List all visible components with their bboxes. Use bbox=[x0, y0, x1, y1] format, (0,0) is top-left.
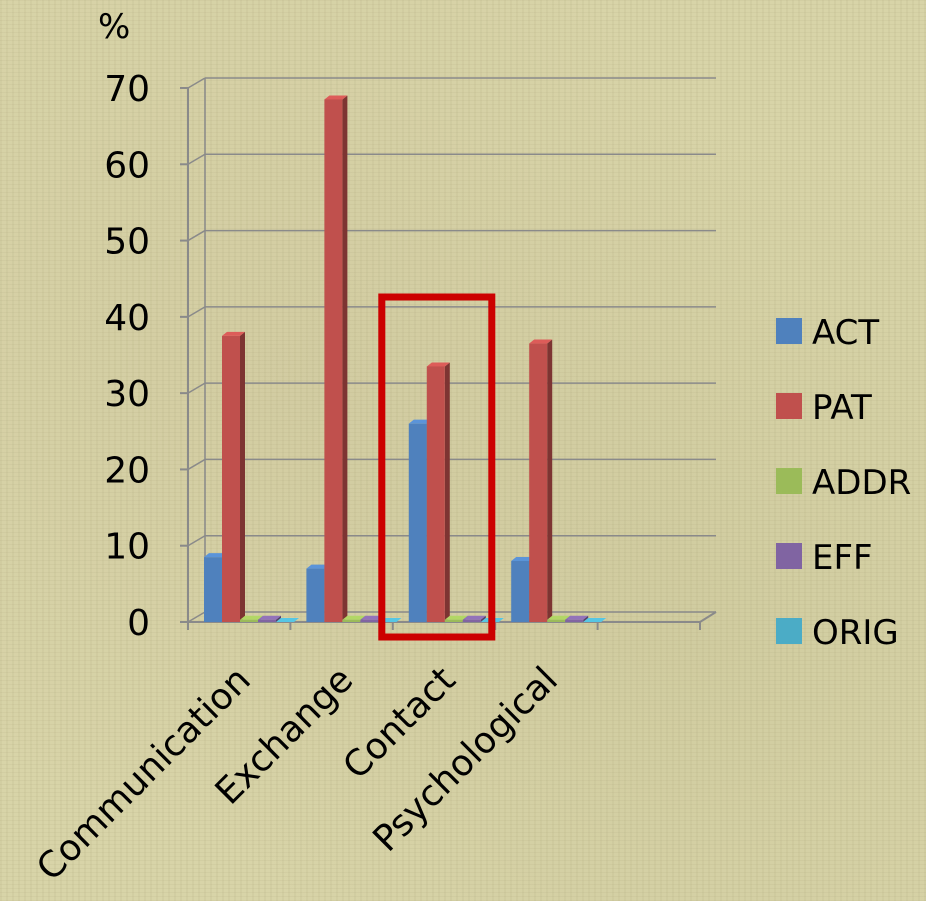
bar-pat-communication bbox=[222, 331, 245, 622]
legend-item-addr: ADDR bbox=[776, 463, 911, 503]
bar-front bbox=[204, 557, 222, 622]
bar-top bbox=[529, 339, 553, 344]
legend-label: ADDR bbox=[812, 463, 911, 503]
y-tick-label: 40 bbox=[104, 298, 150, 339]
legend-label: ORIG bbox=[812, 613, 899, 653]
gridline-side bbox=[187, 77, 206, 89]
bar-top bbox=[222, 331, 245, 336]
bar-top bbox=[511, 556, 535, 561]
bar-top bbox=[583, 618, 607, 622]
gridline-side bbox=[187, 229, 206, 242]
bar-front bbox=[511, 560, 530, 622]
bar-front bbox=[360, 619, 379, 622]
bar-side bbox=[583, 615, 589, 622]
bar-top bbox=[276, 618, 299, 622]
legend-swatch bbox=[776, 468, 802, 494]
highlight-box bbox=[378, 293, 496, 641]
gridline-side bbox=[187, 153, 206, 165]
bar-side bbox=[480, 615, 486, 622]
floor-side-line bbox=[699, 611, 717, 623]
bar-front bbox=[444, 619, 463, 622]
bars bbox=[204, 95, 607, 622]
bar-top bbox=[426, 362, 450, 367]
y-tick-labels: 0 10 20 30 40 50 60 70 bbox=[104, 69, 150, 644]
gridline-side bbox=[187, 611, 206, 623]
bar-front bbox=[426, 366, 445, 622]
bar-top bbox=[204, 553, 227, 558]
bar-top bbox=[547, 615, 571, 620]
legend-swatch bbox=[776, 618, 802, 644]
bar-top bbox=[258, 615, 281, 620]
bar-front bbox=[240, 619, 258, 622]
legend-swatch bbox=[776, 393, 802, 419]
legend-swatch bbox=[776, 318, 802, 344]
legend-item-eff: EFF bbox=[776, 538, 873, 578]
y-tick-label: 30 bbox=[104, 374, 150, 415]
bar-top bbox=[408, 419, 432, 424]
legend-label: ACT bbox=[812, 313, 879, 353]
bar-pat-contact bbox=[426, 362, 450, 622]
bar-top bbox=[324, 95, 348, 100]
legend-item-pat: PAT bbox=[776, 388, 872, 428]
bar-top bbox=[462, 615, 486, 620]
y-axis-unit-label: % bbox=[98, 7, 130, 47]
legend-label: PAT bbox=[812, 388, 872, 428]
bar-pat-psychological bbox=[529, 339, 553, 622]
bar-top bbox=[565, 615, 589, 620]
y-tick-label: 50 bbox=[104, 222, 150, 263]
legend-item-act: ACT bbox=[776, 313, 879, 353]
y-tick-label: 70 bbox=[104, 69, 150, 110]
bar-eff-psychological bbox=[565, 615, 589, 622]
bar-front bbox=[408, 423, 427, 622]
bar-top bbox=[306, 564, 330, 569]
gridline-side bbox=[187, 458, 206, 471]
legend: ACT PAT ADDR EFF ORIG bbox=[776, 313, 911, 653]
bar-front bbox=[342, 619, 361, 622]
gridline-side bbox=[187, 535, 206, 547]
bar-front bbox=[565, 619, 584, 622]
y-tick-label: 0 bbox=[127, 603, 150, 644]
category-label-psychological: Psychological bbox=[365, 659, 565, 859]
bar-top bbox=[360, 615, 384, 620]
y-tick-label: 60 bbox=[104, 145, 150, 186]
highlight-box-group bbox=[378, 293, 496, 641]
bar-side bbox=[240, 331, 245, 622]
bar-front bbox=[324, 99, 343, 622]
y-tick-label: 10 bbox=[104, 527, 150, 568]
bar-orig-communication bbox=[276, 618, 299, 622]
gridline-side bbox=[187, 306, 206, 318]
bar-front bbox=[529, 343, 548, 622]
bar-side bbox=[276, 615, 281, 622]
bar-front bbox=[462, 619, 481, 622]
legend-swatch bbox=[776, 543, 802, 569]
bar-front bbox=[258, 619, 276, 622]
legend-item-orig: ORIG bbox=[776, 613, 899, 653]
legend-label: EFF bbox=[812, 538, 873, 578]
bar-front bbox=[222, 335, 240, 622]
bar-top bbox=[444, 615, 468, 620]
bar-orig-psychological bbox=[583, 618, 607, 622]
bar-top bbox=[240, 615, 263, 620]
bar-front bbox=[547, 619, 566, 622]
gridlines bbox=[187, 77, 716, 623]
category-labels: CommunicationExchangeContactPsychologica… bbox=[29, 659, 566, 889]
y-tick-label: 20 bbox=[104, 450, 150, 491]
bar-top bbox=[342, 615, 366, 620]
bar-front bbox=[306, 568, 325, 622]
bar-pat-exchange bbox=[324, 95, 348, 622]
bar-side bbox=[342, 95, 348, 622]
gridline-side bbox=[187, 382, 206, 394]
bar-side bbox=[444, 362, 450, 622]
bar-eff-contact bbox=[462, 615, 486, 622]
bar-eff-communication bbox=[258, 615, 281, 622]
bar-side bbox=[547, 339, 553, 622]
